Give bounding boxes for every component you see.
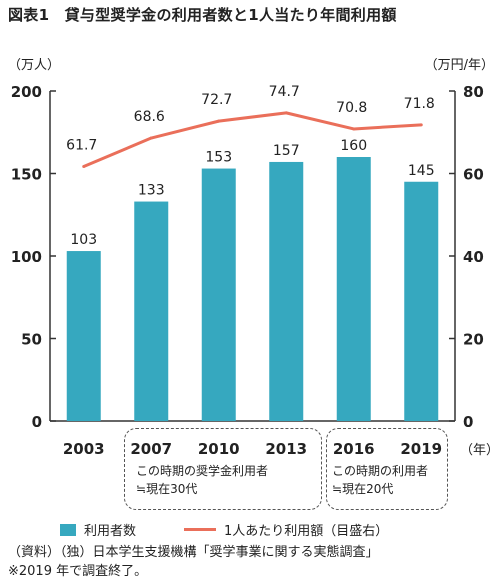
source-note: （資料）（独）日本学生支援機構「奨学事業に関する実態調査」 ※2019 年で調査… — [8, 543, 379, 581]
line-point-2016 — [352, 127, 356, 131]
line-point-2010 — [217, 119, 221, 123]
group-note-line1: この時期の利用者 — [332, 464, 429, 478]
x-tick-label: 2016 — [333, 440, 375, 458]
x-axis-unit: （年） — [460, 443, 499, 458]
right-axis-unit: （万円/年） — [424, 58, 494, 73]
legend-line-label: 1人あたり利用額（目盛右） — [224, 524, 389, 539]
line-value-label: 71.8 — [404, 96, 435, 112]
bar-2013 — [269, 161, 304, 421]
right-tick-label: 0 — [463, 413, 473, 431]
chart-title: 図表1 貸与型奨学金の利用者数と1人当たり年間利用額 — [8, 6, 397, 24]
group-note-line2: ≒現在30代 — [136, 482, 198, 496]
legend-bar-swatch — [60, 523, 76, 536]
x-tick-label: 2013 — [265, 440, 307, 458]
left-tick-label: 0 — [32, 413, 42, 431]
source-line-1: （資料）（独）日本学生支援機構「奨学事業に関する実態調査」 — [8, 545, 379, 560]
line-point-2019 — [419, 123, 423, 127]
bar-2007 — [134, 201, 169, 421]
left-axis-unit: （万人） — [8, 58, 61, 73]
right-tick-label: 60 — [463, 166, 484, 184]
left-tick-label: 50 — [21, 331, 42, 349]
bar-2019 — [404, 181, 439, 421]
bar-2010 — [201, 168, 236, 421]
left-tick-label: 150 — [11, 166, 42, 184]
legend-line-swatch — [184, 528, 217, 531]
line-series-per-capita — [83, 111, 422, 168]
x-tick-label: 2019 — [400, 440, 442, 458]
line-value-label: 68.6 — [134, 109, 165, 125]
source-line-2: ※2019 年で調査終了。 — [8, 564, 148, 579]
right-tick-label: 40 — [463, 248, 484, 266]
right-tick-label: 20 — [463, 331, 484, 349]
combo-chart: 0 50 100 150 200 0 20 40 60 80 103 133 153 157 160 145 6… — [11, 83, 499, 458]
group-note-2007-2013: この時期の奨学金利用者 ≒現在30代 — [136, 462, 268, 498]
bar-value-label: 133 — [138, 183, 165, 199]
bar-value-label: 153 — [205, 150, 232, 166]
legend: 利用者数 1人あたり利用額（目盛右） — [60, 520, 388, 539]
line-point-2003 — [82, 164, 86, 168]
line-value-label: 70.8 — [336, 100, 367, 116]
line-value-label: 74.7 — [269, 84, 300, 100]
group-box-2016-2019 — [326, 428, 448, 510]
line-value-label: 61.7 — [66, 137, 97, 153]
group-note-2016-2019: この時期の利用者 ≒現在20代 — [332, 462, 428, 498]
line-point-2013 — [284, 111, 288, 115]
line-point-2007 — [149, 136, 153, 140]
bar-value-label: 103 — [70, 232, 97, 248]
left-tick-label: 200 — [11, 83, 42, 101]
bar-2016 — [336, 157, 371, 421]
x-tick-label: 2010 — [198, 440, 240, 458]
group-note-line1: この時期の奨学金利用者 — [136, 464, 269, 478]
right-tick-label: 80 — [463, 83, 484, 101]
x-tick-label: 2007 — [130, 440, 172, 458]
left-tick-label: 100 — [11, 248, 42, 266]
group-box-2007-2013 — [124, 428, 322, 510]
group-note-line2: ≒現在20代 — [332, 482, 394, 496]
bar-2003 — [66, 251, 101, 421]
legend-bar-label: 利用者数 — [84, 524, 137, 539]
bar-value-label: 157 — [273, 143, 300, 159]
bar-value-label: 145 — [408, 163, 435, 179]
line-value-label: 72.7 — [201, 92, 232, 108]
x-tick-label: 2003 — [63, 440, 105, 458]
bar-value-label: 160 — [340, 138, 367, 154]
